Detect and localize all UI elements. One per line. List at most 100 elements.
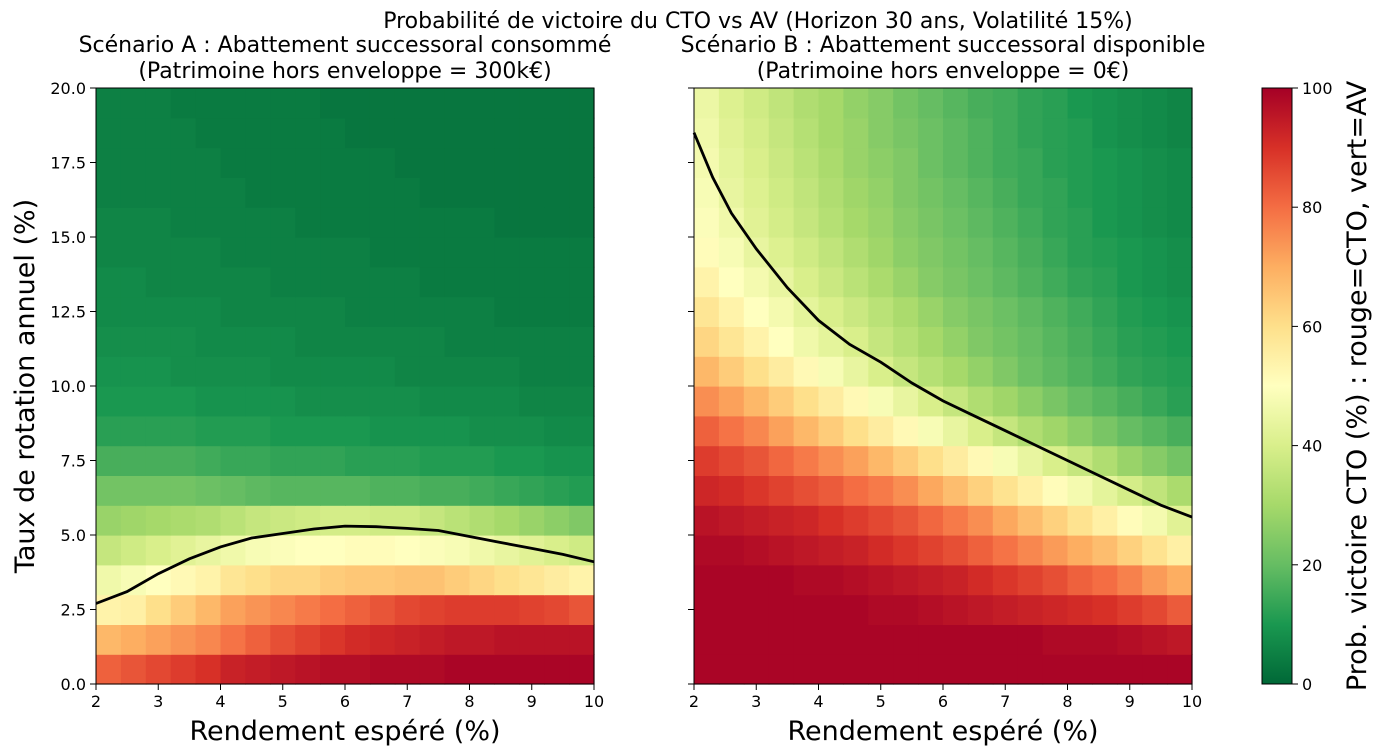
heatmap-cell xyxy=(743,564,770,596)
heatmap-cell xyxy=(943,624,969,655)
heatmap-cell xyxy=(394,475,421,506)
heatmap-cell xyxy=(170,445,197,476)
heatmap-cell xyxy=(494,415,520,447)
heatmap-cell xyxy=(544,356,570,387)
heatmap-cell xyxy=(195,564,222,596)
heatmap-cell xyxy=(1067,147,1093,178)
heatmap-cell xyxy=(419,594,446,625)
heatmap-cell xyxy=(992,147,1019,178)
heatmap-cell xyxy=(843,207,869,238)
heatmap-cell xyxy=(967,88,994,119)
heatmap-cell xyxy=(120,535,147,566)
heatmap-cell xyxy=(868,207,894,238)
heatmap-cell xyxy=(320,445,346,476)
heatmap-cell xyxy=(444,564,471,596)
heatmap-cell xyxy=(1092,535,1118,566)
heatmap-cell xyxy=(843,654,869,685)
heatmap-cell xyxy=(494,654,520,685)
heatmap-cell xyxy=(494,445,520,476)
panel-a-heatmap xyxy=(96,88,595,685)
heatmap-cell xyxy=(96,177,122,208)
heatmap-cell xyxy=(1067,624,1093,655)
heatmap-cell xyxy=(320,207,346,238)
heatmap-cell xyxy=(743,505,770,536)
heatmap-cell xyxy=(295,237,321,268)
heatmap-cell xyxy=(967,564,994,596)
heatmap-cell xyxy=(444,415,471,447)
heatmap-cell xyxy=(1142,356,1168,387)
heatmap-cell xyxy=(369,147,396,178)
heatmap-cell xyxy=(967,237,994,268)
colorbar-ticks: 0 20 40 60 80 100 xyxy=(1292,79,1333,694)
heatmap-cell xyxy=(1167,386,1193,417)
heatmap-cell xyxy=(544,415,570,447)
panel-b-x-ticks: 2 3 4 5 6 7 8 9 10 xyxy=(689,684,1202,711)
heatmap-cell xyxy=(1042,415,1069,447)
heatmap-cell xyxy=(519,445,545,476)
heatmap-cell xyxy=(270,535,296,566)
heatmap-cell xyxy=(818,117,844,149)
heatmap-cell xyxy=(394,535,421,566)
heatmap-cell xyxy=(743,147,770,178)
heatmap-cell xyxy=(220,207,246,238)
heatmap-cell xyxy=(320,356,346,387)
heatmap-cell xyxy=(1117,207,1143,238)
heatmap-cell xyxy=(1042,564,1069,596)
heatmap-cell xyxy=(320,624,346,655)
heatmap-cell xyxy=(544,475,570,506)
heatmap-cell xyxy=(1017,117,1044,149)
heatmap-cell xyxy=(419,266,446,298)
heatmap-cell xyxy=(967,177,994,208)
heatmap-cell xyxy=(1017,296,1044,327)
heatmap-cell xyxy=(145,266,172,298)
heatmap-cell xyxy=(1017,88,1044,119)
x-tick-label: 4 xyxy=(813,692,823,711)
colorbar-tick-label: 20 xyxy=(1302,556,1322,575)
heatmap-cell xyxy=(469,475,495,506)
heatmap-cell xyxy=(843,296,869,327)
heatmap-cell xyxy=(992,386,1019,417)
heatmap-cell xyxy=(1092,445,1118,476)
heatmap-cell xyxy=(320,475,346,506)
heatmap-cell xyxy=(1117,266,1143,298)
heatmap-cell xyxy=(295,88,321,119)
heatmap-cell xyxy=(868,386,894,417)
colorbar-label: Prob. victoire CTO (%) : rouge=CTO, vert… xyxy=(1342,80,1373,691)
heatmap-cell xyxy=(1067,237,1093,268)
y-tick-label: 10.0 xyxy=(50,377,86,396)
heatmap-cell xyxy=(369,594,396,625)
heatmap-cell xyxy=(918,535,944,566)
heatmap-cell xyxy=(1017,207,1044,238)
x-tick-label: 10 xyxy=(584,692,604,711)
heatmap-cell xyxy=(419,237,446,268)
heatmap-cell xyxy=(1092,475,1118,506)
heatmap-cell xyxy=(469,147,495,178)
heatmap-cell xyxy=(694,88,720,119)
heatmap-cell xyxy=(1092,386,1118,417)
heatmap-cell xyxy=(469,505,495,536)
heatmap-cell xyxy=(145,475,172,506)
heatmap-cell xyxy=(320,326,346,357)
heatmap-cell xyxy=(494,505,520,536)
heatmap-cell xyxy=(569,88,595,119)
heatmap-cell xyxy=(295,594,321,625)
heatmap-cell xyxy=(220,326,246,357)
heatmap-cell xyxy=(1092,415,1118,447)
heatmap-cell xyxy=(444,654,471,685)
heatmap-cell xyxy=(444,88,471,119)
heatmap-cell xyxy=(444,386,471,417)
heatmap-cell xyxy=(270,594,296,625)
heatmap-cell xyxy=(519,505,545,536)
heatmap-cell xyxy=(768,386,795,417)
y-tick-label: 12.5 xyxy=(50,303,86,322)
heatmap-cell xyxy=(170,266,197,298)
heatmap-cell xyxy=(718,505,745,536)
heatmap-cell xyxy=(96,624,122,655)
heatmap-cell xyxy=(270,654,296,685)
heatmap-cell xyxy=(519,356,545,387)
heatmap-cell xyxy=(369,207,396,238)
x-tick-label: 8 xyxy=(1062,692,1072,711)
heatmap-cell xyxy=(768,237,795,268)
heatmap-cell xyxy=(694,535,720,566)
heatmap-cell xyxy=(1092,654,1118,685)
